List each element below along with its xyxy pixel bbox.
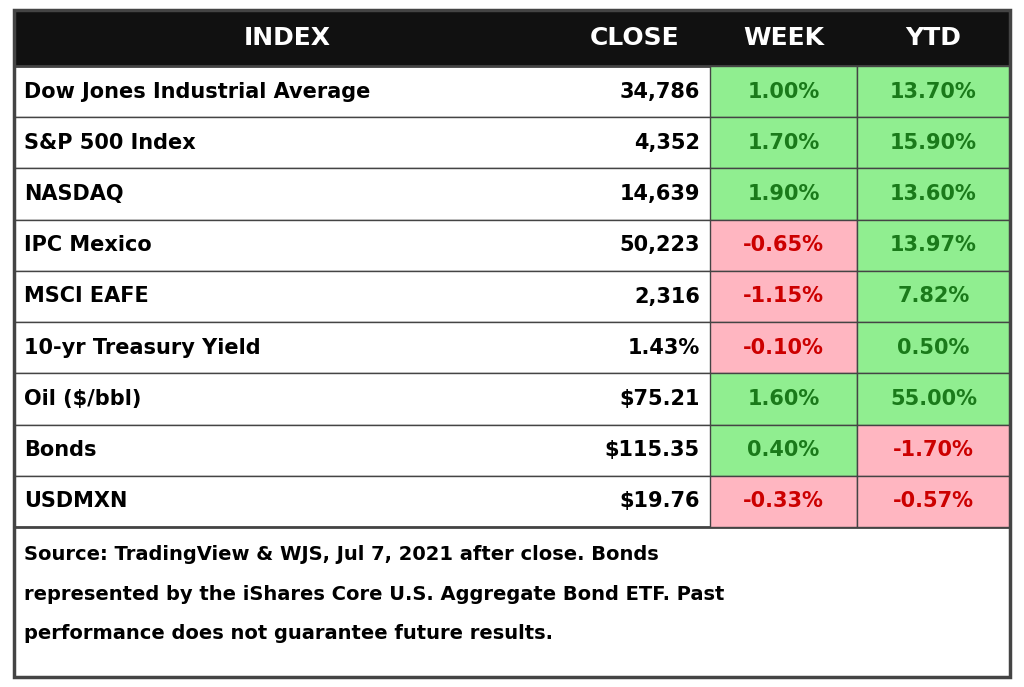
Bar <box>710 373 857 425</box>
Bar <box>857 271 1010 322</box>
Text: represented by the iShares Core U.S. Aggregate Bond ETF. Past: represented by the iShares Core U.S. Agg… <box>24 585 724 604</box>
Bar <box>710 168 857 220</box>
Text: 4,352: 4,352 <box>634 133 700 153</box>
Text: 10-yr Treasury Yield: 10-yr Treasury Yield <box>24 338 261 358</box>
Text: S&P 500 Index: S&P 500 Index <box>24 133 196 153</box>
Text: 1.90%: 1.90% <box>748 184 819 204</box>
Text: Dow Jones Industrial Average: Dow Jones Industrial Average <box>24 82 371 102</box>
Text: -0.65%: -0.65% <box>743 235 824 256</box>
Text: NASDAQ: NASDAQ <box>24 184 124 204</box>
Bar <box>857 66 1010 117</box>
Text: CLOSE: CLOSE <box>590 26 680 50</box>
Text: 1.43%: 1.43% <box>628 338 700 358</box>
Bar <box>710 425 857 476</box>
Text: INDEX: INDEX <box>244 26 331 50</box>
Text: 13.70%: 13.70% <box>890 82 977 102</box>
Text: -1.15%: -1.15% <box>743 286 824 306</box>
Bar <box>14 476 1010 527</box>
Text: 55.00%: 55.00% <box>890 389 977 409</box>
Text: 0.50%: 0.50% <box>897 338 970 358</box>
Bar <box>14 66 1010 117</box>
Bar <box>14 10 1010 66</box>
Bar <box>857 168 1010 220</box>
Text: performance does not guarantee future results.: performance does not guarantee future re… <box>24 624 553 643</box>
Text: USDMXN: USDMXN <box>24 491 127 511</box>
Text: Oil ($/bbl): Oil ($/bbl) <box>24 389 141 409</box>
Text: 50,223: 50,223 <box>620 235 700 256</box>
Bar <box>14 220 1010 271</box>
Text: 15.90%: 15.90% <box>890 133 977 153</box>
Text: 1.70%: 1.70% <box>748 133 819 153</box>
Text: Source: TradingView & WJS, Jul 7, 2021 after close. Bonds: Source: TradingView & WJS, Jul 7, 2021 a… <box>24 545 658 564</box>
Bar <box>857 373 1010 425</box>
Text: Bonds: Bonds <box>24 440 96 460</box>
Text: $19.76: $19.76 <box>620 491 700 511</box>
Bar <box>14 373 1010 425</box>
Text: -0.10%: -0.10% <box>743 338 824 358</box>
Text: -0.33%: -0.33% <box>743 491 824 511</box>
Bar <box>857 476 1010 527</box>
Bar <box>710 271 857 322</box>
Text: -0.57%: -0.57% <box>893 491 974 511</box>
Bar <box>710 476 857 527</box>
Bar <box>14 117 1010 168</box>
Text: 14,639: 14,639 <box>620 184 700 204</box>
Bar <box>857 117 1010 168</box>
Text: YTD: YTD <box>905 26 962 50</box>
Text: $115.35: $115.35 <box>605 440 700 460</box>
Text: 34,786: 34,786 <box>620 82 700 102</box>
Bar <box>14 322 1010 373</box>
Text: $75.21: $75.21 <box>620 389 700 409</box>
Bar <box>14 527 1010 677</box>
Text: 7.82%: 7.82% <box>897 286 970 306</box>
Bar <box>857 220 1010 271</box>
Bar <box>14 168 1010 220</box>
Text: 1.00%: 1.00% <box>748 82 819 102</box>
Bar <box>857 425 1010 476</box>
Text: WEEK: WEEK <box>743 26 824 50</box>
Bar <box>14 425 1010 476</box>
Text: 0.40%: 0.40% <box>748 440 819 460</box>
Text: MSCI EAFE: MSCI EAFE <box>24 286 148 306</box>
Text: IPC Mexico: IPC Mexico <box>24 235 152 256</box>
Bar <box>710 66 857 117</box>
Bar <box>710 117 857 168</box>
Text: 13.97%: 13.97% <box>890 235 977 256</box>
Bar <box>14 271 1010 322</box>
Text: 13.60%: 13.60% <box>890 184 977 204</box>
Text: -1.70%: -1.70% <box>893 440 974 460</box>
Text: 1.60%: 1.60% <box>748 389 819 409</box>
Bar <box>710 322 857 373</box>
Bar <box>857 322 1010 373</box>
Text: 2,316: 2,316 <box>634 286 700 306</box>
Bar <box>710 220 857 271</box>
